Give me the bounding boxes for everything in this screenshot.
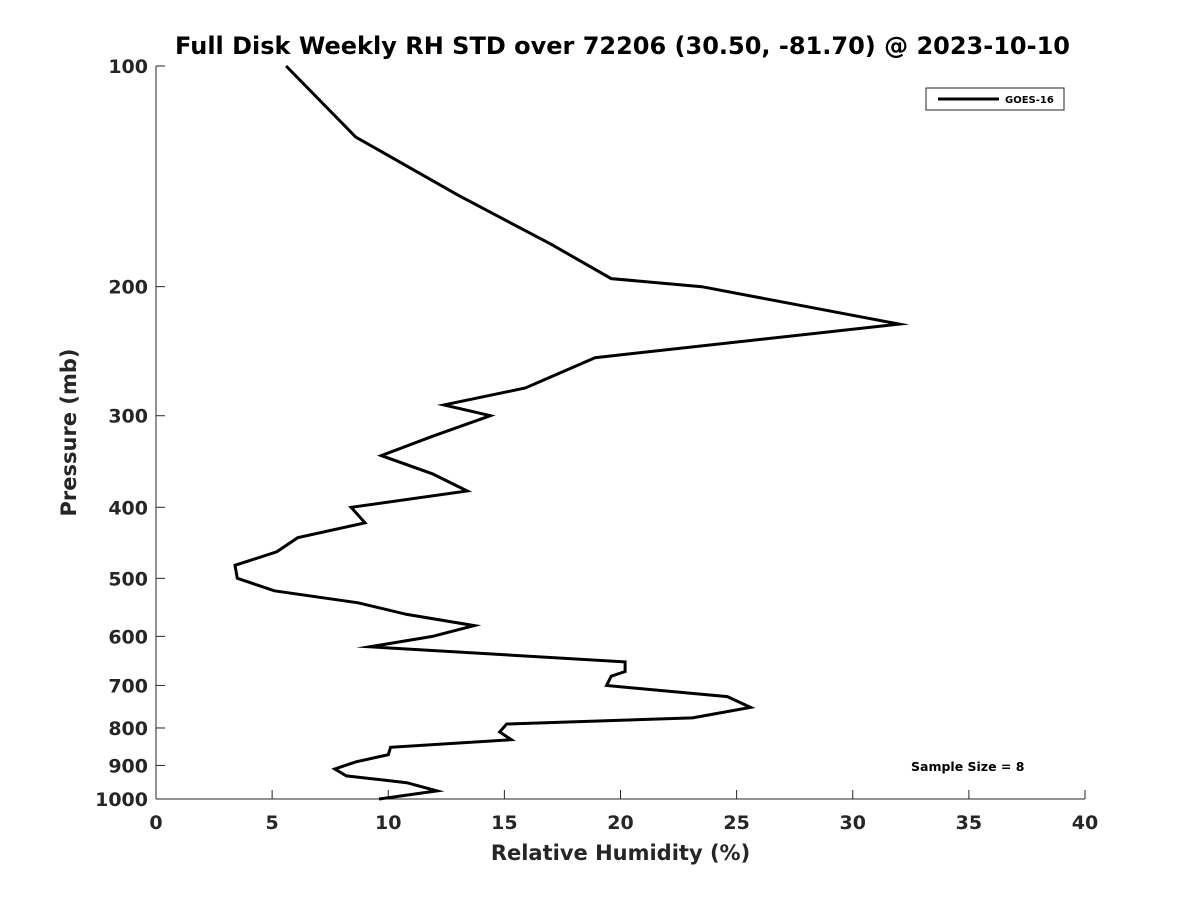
y-tick-label: 700 — [108, 675, 148, 697]
sample-size-annotation: Sample Size = 8 — [911, 759, 1024, 774]
plot-axes — [155, 66, 1085, 800]
y-tick-label: 1000 — [95, 789, 148, 811]
x-tick-label: 10 — [375, 812, 401, 834]
y-tick-label: 400 — [108, 497, 148, 519]
x-tick-label: 35 — [956, 812, 982, 834]
x-tick-label: 5 — [266, 812, 279, 834]
y-tick-label: 800 — [108, 718, 148, 740]
legend-label-goes-16: GOES-16 — [1005, 95, 1054, 106]
y-axis-ticks: 100 200 300 400 500 600 700 800 900 1000 — [95, 56, 165, 811]
chart-title: Full Disk Weekly RH STD over 72206 (30.5… — [175, 32, 1070, 60]
series-layer — [233, 64, 910, 801]
x-tick-label: 20 — [607, 812, 633, 834]
x-axis-label: Relative Humidity (%) — [491, 841, 750, 865]
x-tick-label: 15 — [491, 812, 517, 834]
series-line-goes-16 — [233, 64, 910, 801]
x-tick-label: 0 — [149, 812, 162, 834]
legend: GOES-16 — [925, 87, 1065, 111]
y-axis-label: Pressure (mb) — [57, 349, 81, 517]
y-tick-label: 600 — [108, 626, 148, 648]
x-tick-label: 25 — [723, 812, 749, 834]
y-tick-label: 100 — [108, 56, 148, 78]
x-tick-label: 30 — [840, 812, 866, 834]
y-tick-label: 200 — [108, 277, 148, 299]
y-tick-label: 300 — [108, 406, 148, 428]
y-tick-label: 900 — [108, 755, 148, 777]
x-axis-ticks: 0 5 10 15 20 25 30 35 40 — [149, 790, 1098, 834]
y-tick-label: 500 — [108, 568, 148, 590]
x-tick-label: 40 — [1072, 812, 1098, 834]
